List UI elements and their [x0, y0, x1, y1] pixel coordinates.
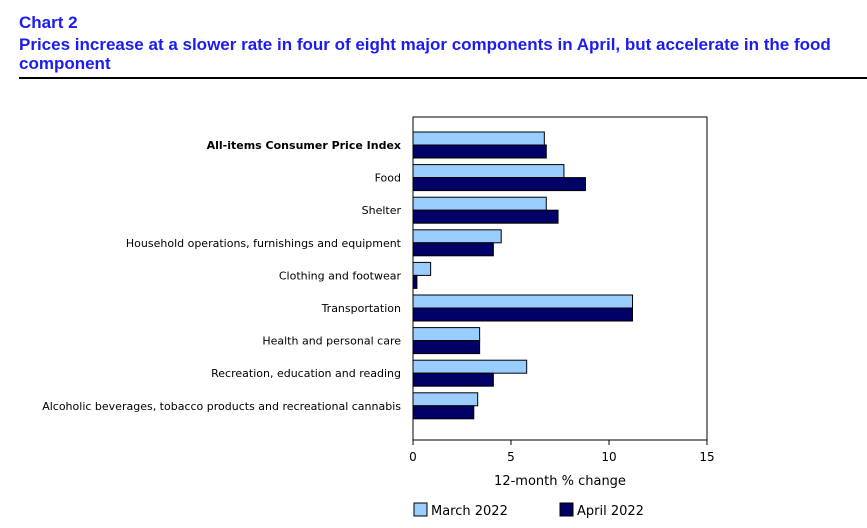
- x-axis-ticks: 0 5 10 15: [409, 440, 715, 464]
- x-tick-label: 5: [507, 450, 515, 464]
- category-label: Alcoholic beverages, tobacco products an…: [42, 400, 401, 413]
- x-tick-label: 10: [601, 450, 616, 464]
- category-label: Household operations, furnishings and eq…: [126, 237, 402, 250]
- bar-march-2022: [412, 392, 479, 407]
- bar-april-2022: [412, 274, 418, 289]
- bar-march-2022: [412, 327, 481, 342]
- category-labels: All-items Consumer Price Index Food Shelte…: [42, 139, 401, 413]
- legend-label: March 2022: [431, 504, 508, 519]
- bar-march-2022: [412, 294, 634, 309]
- bar-march-2022: [412, 131, 545, 146]
- category-label: All-items Consumer Price Index: [207, 139, 401, 152]
- x-tick-label: 0: [409, 450, 417, 464]
- bar-march-2022: [412, 261, 432, 276]
- category-label: Food: [375, 172, 401, 185]
- bars-group: [412, 131, 634, 420]
- category-label: Shelter: [362, 204, 402, 217]
- chart-number: Chart 2: [19, 13, 78, 32]
- legend-swatch: [559, 502, 574, 517]
- legend-swatch: [413, 502, 428, 517]
- bar-april-2022: [412, 144, 547, 159]
- bar-april-2022: [412, 209, 559, 224]
- bar-april-2022: [412, 340, 481, 355]
- bar-march-2022: [412, 359, 528, 374]
- chart-title: Prices increase at a slower rate in four…: [19, 35, 831, 73]
- bar-march-2022: [412, 196, 547, 211]
- x-tick-label: 15: [699, 450, 714, 464]
- legend-label: April 2022: [577, 504, 644, 519]
- bar-april-2022: [412, 242, 494, 257]
- category-label: Recreation, education and reading: [211, 367, 401, 380]
- legend: March 2022 April 2022: [413, 502, 644, 519]
- bar-march-2022: [412, 229, 502, 244]
- category-label: Health and personal care: [262, 335, 401, 348]
- bar-march-2022: [412, 164, 565, 179]
- x-axis-title: 12-month % change: [494, 474, 626, 489]
- category-label: Clothing and footwear: [279, 269, 402, 282]
- category-label: Transportation: [321, 302, 401, 315]
- bar-april-2022: [412, 307, 634, 322]
- title-divider: [19, 77, 867, 79]
- bar-april-2022: [412, 372, 494, 387]
- bar-april-2022: [412, 405, 475, 420]
- bar-april-2022: [412, 177, 586, 192]
